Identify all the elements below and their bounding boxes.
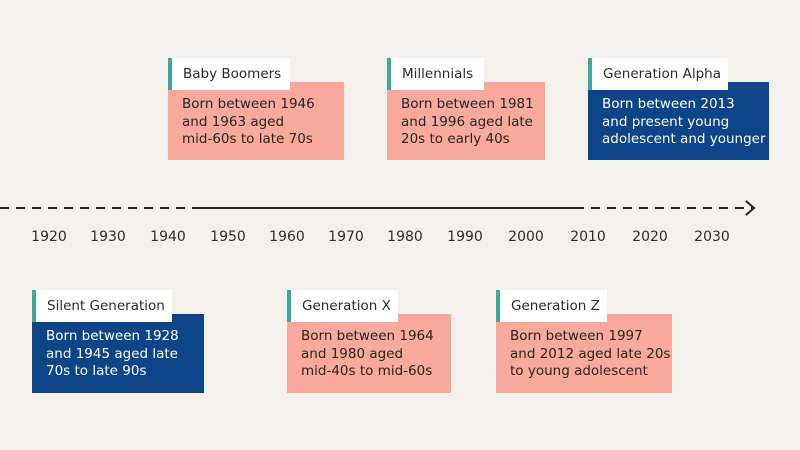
year-label-2010: 2010 bbox=[570, 229, 606, 245]
description-line: Born between 1964 bbox=[301, 328, 434, 344]
generation-label: Silent Generation bbox=[32, 290, 172, 322]
year-label-2000: 2000 bbox=[508, 229, 544, 245]
generation-card-generation-z: Born between 1997 and 2012 aged late 20s… bbox=[496, 290, 672, 393]
generation-description-box: Born between 1928 and 1945 aged late 70s… bbox=[32, 314, 204, 393]
description-line: 20s to early 40s bbox=[401, 131, 510, 147]
description-line: 70s to late 90s bbox=[46, 363, 147, 379]
axis-arrow-icon bbox=[745, 200, 756, 216]
generation-description-box: Born between 1946 and 1963 aged mid-60s … bbox=[168, 82, 344, 160]
generation-card-generation-x: Born between 1964 and 1980 aged mid-40s … bbox=[287, 290, 451, 393]
year-label-1980: 1980 bbox=[387, 229, 423, 245]
year-label-2020: 2020 bbox=[632, 229, 668, 245]
generation-card-generation-alpha: Born between 2013 and present young adol… bbox=[588, 58, 769, 161]
description-line: Born between 1946 bbox=[182, 96, 315, 112]
generation-description-box: Born between 2013 and present young adol… bbox=[588, 82, 769, 160]
generation-description-box: Born between 1964 and 1980 aged mid-40s … bbox=[287, 314, 451, 393]
year-label-1970: 1970 bbox=[328, 229, 364, 245]
description-line: Born between 1997 bbox=[510, 328, 643, 344]
generation-label: Generation Alpha bbox=[588, 58, 728, 90]
year-label-1940: 1940 bbox=[150, 229, 186, 245]
description-line: mid-60s to late 70s bbox=[182, 131, 313, 147]
description-line: and 1945 aged late bbox=[46, 345, 178, 362]
description-line: mid-40s to mid-60s bbox=[301, 363, 433, 379]
year-label-1950: 1950 bbox=[210, 229, 246, 245]
description-line: and 1980 aged bbox=[301, 345, 404, 362]
generation-card-baby-boomers: Born between 1946 and 1963 aged mid-60s … bbox=[168, 58, 344, 161]
generation-label: Generation X bbox=[287, 290, 398, 322]
description-line: and present young bbox=[602, 113, 730, 130]
generation-label: Millennials bbox=[387, 58, 484, 90]
description-line: to young adolescent bbox=[510, 363, 648, 379]
description-line: and 1963 aged bbox=[182, 113, 285, 130]
generation-card-millennials: Born between 1981 and 1996 aged late 20s… bbox=[387, 58, 545, 161]
year-label-2030: 2030 bbox=[694, 229, 730, 245]
year-label-1990: 1990 bbox=[447, 229, 483, 245]
year-label-1920: 1920 bbox=[31, 229, 67, 245]
generation-description-box: Born between 1981 and 1996 aged late 20s… bbox=[387, 82, 545, 160]
generation-card-silent-generation: Born between 1928 and 1945 aged late 70s… bbox=[32, 290, 204, 393]
generation-description-box: Born between 1997 and 2012 aged late 20s… bbox=[496, 314, 672, 393]
description-line: and 1996 aged late bbox=[401, 113, 533, 130]
generation-label: Baby Boomers bbox=[168, 58, 290, 90]
description-line: and 2012 aged late 20s bbox=[510, 345, 671, 362]
description-line: Born between 1928 bbox=[46, 328, 179, 344]
description-line: Born between 2013 bbox=[602, 96, 735, 112]
generation-label: Generation Z bbox=[496, 290, 607, 322]
year-label-1930: 1930 bbox=[90, 229, 126, 245]
year-label-1960: 1960 bbox=[269, 229, 305, 245]
description-line: Born between 1981 bbox=[401, 96, 534, 112]
timeline-axis bbox=[0, 200, 756, 216]
description-line: adolescent and younger bbox=[602, 131, 766, 147]
